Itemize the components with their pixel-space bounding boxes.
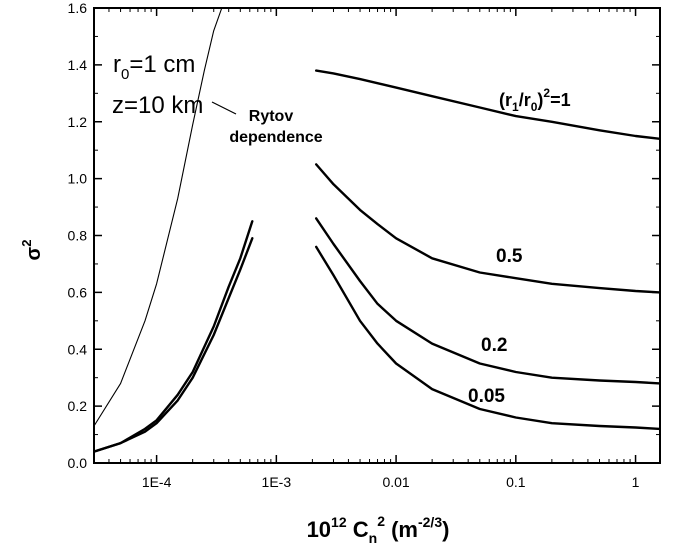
- ratio-p1: (r: [499, 90, 512, 110]
- y-tick-label: 1.4: [68, 57, 88, 73]
- y-tick-label: 1.2: [68, 114, 88, 130]
- ratio-p2: /r: [519, 90, 531, 110]
- x-tick-label: 1: [632, 474, 640, 490]
- x-tick-label: 0.1: [506, 474, 526, 490]
- series-line-ratio-02: [315, 217, 660, 385]
- y-axis-label-sup: 2: [19, 240, 34, 247]
- annotation-0-2: 0.2: [481, 335, 507, 356]
- annotation-z: z=10 km: [112, 92, 203, 119]
- y-tick-label: 0.8: [68, 228, 88, 244]
- series-line-rytov: [94, 8, 223, 427]
- ratio-p4: =1: [550, 90, 571, 110]
- x-axis-label-unit: (m: [385, 517, 418, 542]
- ratio-sup: 2: [543, 86, 550, 100]
- y-axis-label: σ2: [19, 240, 45, 261]
- x-axis-label-base: 10: [307, 517, 331, 542]
- ratio-s2: 0: [531, 100, 538, 114]
- ratio-p3: ): [537, 90, 543, 110]
- x-axis-label-main: C: [347, 517, 369, 542]
- chart-ticks: 1E-4 1E-3 0.01 0.1 1 0.0 0.2 0.4 0.6 0.8 1.0 1.2 1.4…: [68, 0, 660, 490]
- series-line-ratio-1: [315, 69, 660, 140]
- series-line-weak-lower: [94, 237, 254, 453]
- series-line-ratio-005: [315, 245, 660, 431]
- y-axis-label-main: σ: [23, 246, 45, 260]
- rytov-leader-line: [211, 101, 237, 115]
- annotation-r0-sub: 0: [121, 66, 129, 83]
- x-axis-label-close: ): [442, 517, 449, 542]
- ratio-s1: 1: [512, 100, 519, 114]
- x-axis-label: 1012 Cn2 (m-2/3): [307, 513, 450, 546]
- y-tick-label: 0.2: [68, 398, 88, 414]
- y-tick-label: 0.0: [68, 455, 88, 471]
- y-tick-label: 1.0: [68, 171, 88, 187]
- series-line-weak-upper: [94, 220, 254, 453]
- x-axis-label-sub: n: [369, 530, 378, 546]
- annotation-0-05: 0.05: [468, 386, 505, 407]
- annotation-r0: r0=1 cm: [113, 51, 195, 83]
- series-line-ratio-05: [315, 163, 660, 294]
- annotation-r0-rest: =1 cm: [129, 51, 195, 78]
- annotation-r0-main: r: [113, 51, 121, 78]
- x-axis-label-unit-sup: -2/3: [418, 514, 442, 530]
- annotation-0-5: 0.5: [496, 246, 523, 267]
- x-axis-label-sup2: 2: [377, 513, 385, 529]
- x-tick-label: 1E-3: [262, 474, 292, 490]
- y-tick-label: 0.6: [68, 284, 88, 300]
- chart-marks: [94, 8, 660, 453]
- x-tick-label: 1E-4: [142, 474, 172, 490]
- y-tick-label: 0.4: [68, 341, 88, 357]
- x-axis-label-sup1: 12: [331, 514, 347, 530]
- annotation-ratio-1: (r1/r0)2=1: [499, 86, 571, 114]
- y-tick-label: 1.6: [68, 0, 88, 16]
- annotation-rytov-line2: dependence: [229, 129, 322, 146]
- annotation-rytov-line1: Rytov: [249, 108, 294, 125]
- plot-frame: [93, 7, 661, 464]
- x-tick-label: 0.01: [382, 474, 409, 490]
